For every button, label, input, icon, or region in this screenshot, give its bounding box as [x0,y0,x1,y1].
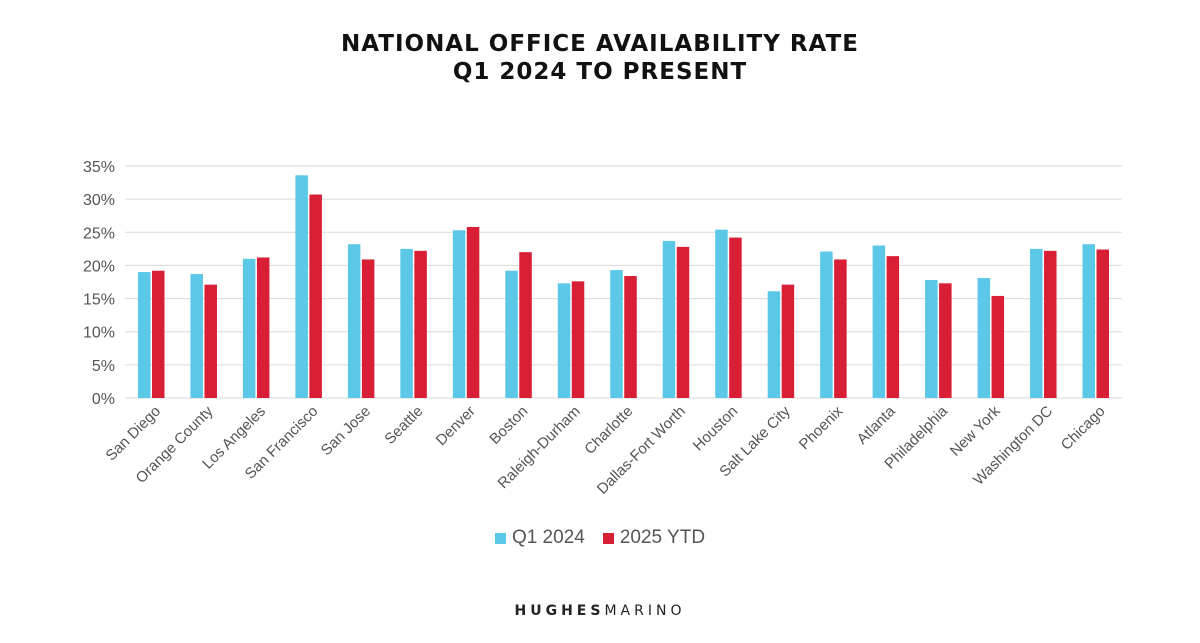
bar-2025-ytd [361,259,375,398]
bar-q1-2024 [820,251,833,398]
bar-2025-ytd [204,284,217,398]
bar-q1-2024 [662,240,676,398]
x-tick-label: Boston [486,403,531,448]
bar-q1-2024 [872,245,886,398]
legend-item-2025-ytd: 2025 YTD [602,527,706,549]
bar-2025-ytd [1096,249,1110,398]
bar-q1-2024 [190,274,203,398]
y-tick-label: 30% [83,192,115,209]
bar-2025-ytd [414,250,427,398]
bar-2025-ytd [571,281,585,398]
x-tick-label: San Jose [318,403,374,459]
x-tick-label: Houston [690,403,742,455]
x-tick-label: Chicago [1058,403,1109,454]
y-tick-label: 35% [83,159,115,176]
bar-q1-2024 [137,272,151,398]
y-tick-label: 25% [83,225,115,242]
bar-q1-2024 [767,291,781,398]
legend-label-2025-ytd: 2025 YTD [619,527,706,548]
bar-2025-ytd [1044,250,1057,398]
x-tick-label: Seattle [381,403,426,448]
bar-q1-2024 [925,280,938,398]
bar-q1-2024 [977,278,991,398]
bar-2025-ytd [781,284,795,398]
bar-q1-2024 [242,258,256,398]
legend-label-q1-2024: Q1 2024 [511,527,585,548]
bar-2025-ytd [466,226,480,398]
bar-q1-2024 [557,283,571,398]
y-axis: 0% 5% 10% 15% 20% 25% 30% 35% [83,159,115,408]
bars [137,175,1110,398]
y-tick-label: 20% [83,258,115,275]
bar-2025-ytd [939,283,952,398]
bar-2025-ytd [151,270,165,398]
bar-2025-ytd [256,257,270,398]
y-tick-label: 0% [92,391,115,408]
bar-q1-2024 [400,248,413,398]
x-tick-label: Charlotte [581,403,636,458]
bar-q1-2024 [347,244,361,398]
chart-title: NATIONAL OFFICE AVAILABILITY RATE [341,31,859,57]
legend-item-q1-2024: Q1 2024 [494,527,585,549]
bar-2025-ytd [519,252,532,398]
brand-logo: HUGHESMARINO [514,603,686,619]
x-tick-label: Atlanta [854,402,900,448]
bar-q1-2024 [1030,248,1043,398]
y-tick-label: 10% [83,325,115,342]
x-tick-label: Dallas-Fort Worth [594,403,689,498]
bar-2025-ytd [309,194,322,398]
x-tick-label: Denver [433,403,479,449]
bar-2025-ytd [834,259,847,398]
bar-2025-ytd [991,295,1005,398]
bar-2025-ytd [886,256,900,398]
chart-subtitle: Q1 2024 TO PRESENT [452,59,748,85]
legend: Q1 2024 2025 YTD [0,527,1200,549]
bar-q1-2024 [1082,244,1096,398]
bar-2025-ytd [729,237,742,398]
bar-2025-ytd [676,246,690,398]
grid-layer [125,165,1122,399]
bar-2025-ytd [624,276,637,398]
bar-q1-2024 [452,230,466,398]
bar-q1-2024 [295,175,308,398]
legend-swatch-2025-ytd [602,532,614,544]
bar-q1-2024 [610,270,623,398]
bar-q1-2024 [505,270,518,398]
y-tick-label: 15% [83,292,115,309]
y-tick-label: 5% [92,358,115,375]
bar-q1-2024 [715,229,728,398]
x-tick-label: Phoenix [796,402,847,453]
legend-swatch-q1-2024 [494,532,506,544]
